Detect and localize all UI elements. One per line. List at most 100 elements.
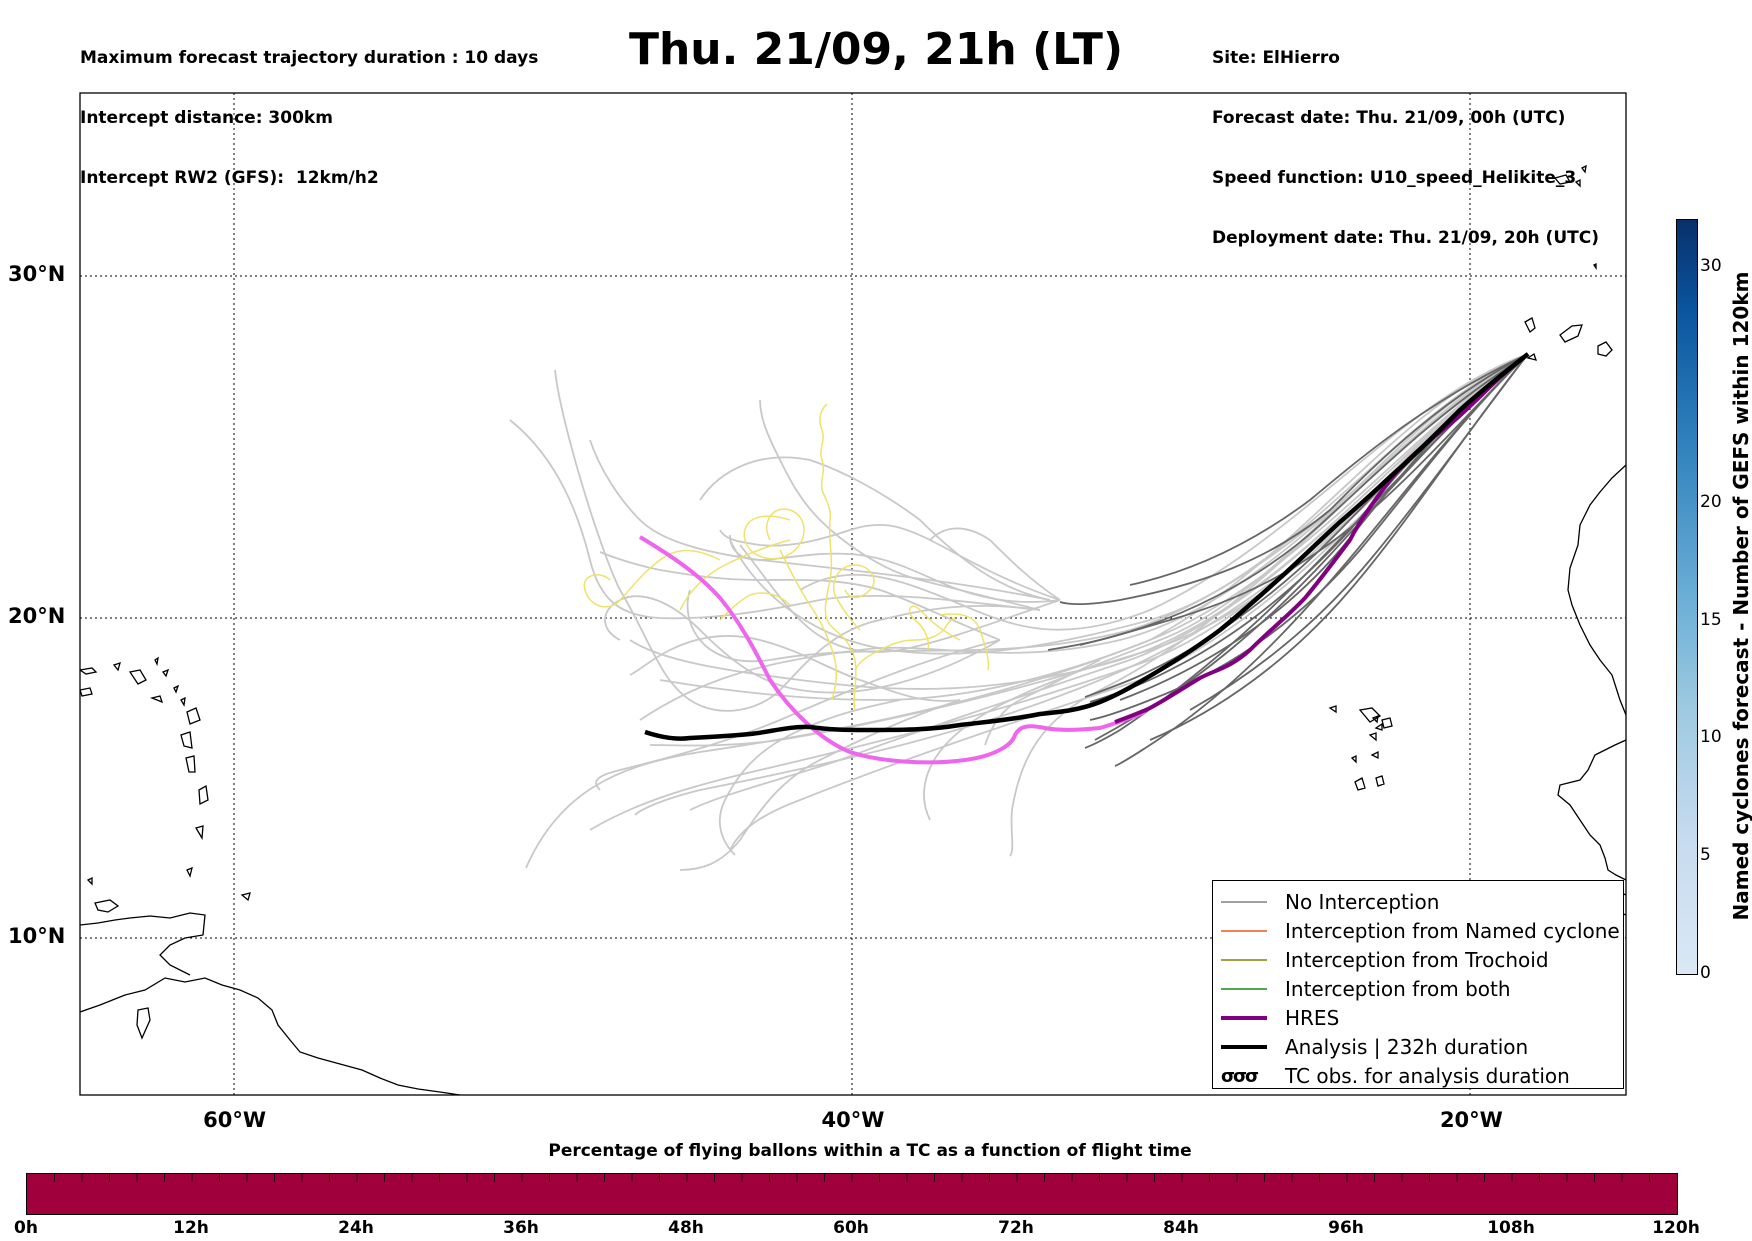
legend-swatch [1221,1016,1267,1020]
colorbar-tick: 96h [1328,1218,1364,1238]
legend-item: No Interception [1221,889,1439,915]
trajectory-light-15 [699,456,1051,601]
coast-africa [1557,464,1626,881]
cyclone-colorbar [1676,219,1698,975]
islands-virgin [80,661,164,704]
trajectory-light-13 [659,353,1529,701]
lat-label: 20°N [8,604,66,628]
trajectory-yellow-7 [719,592,791,621]
ensemble-no-interception-light [509,353,1529,871]
trajectory-light-29 [984,659,1101,746]
trajectory-yellow-0 [819,403,857,711]
colorbar-tick: 72h [998,1218,1034,1238]
lon-label: 40°W [821,1108,885,1132]
header-line: Intercept distance: 300km [80,108,333,128]
header-info-right: Site: ElHierro Forecast date: Thu. 21/09… [1212,8,1599,268]
legend-swatch [1221,1045,1267,1049]
trajectory-light-25 [729,534,1061,603]
trajectory-yellow-2 [833,564,875,631]
legend-label: Interception from both [1285,977,1511,1001]
colorbar-tick: 24h [338,1218,374,1238]
island-tobago [240,892,251,902]
legend-item: Interception from Named cyclone [1221,918,1620,944]
trajectory-yellow-4 [679,539,791,611]
legend-item: σσσ TC obs. for analysis duration [1221,1063,1570,1089]
trajectory-light-23 [719,523,1061,601]
header-info-left: Maximum forecast trajectory duration : 1… [80,8,538,208]
legend-swatch [1221,901,1267,903]
coastlines [80,164,1626,1095]
colorbar-tick: 60h [833,1218,869,1238]
islands-madeira [1553,164,1597,271]
trajectory-yellow-9 [939,613,990,671]
header-line: Site: ElHierro [1212,48,1340,68]
cyclone-colorbar-label: Named cyclones forecast - Number of GEFS… [1729,271,1752,921]
legend-item: Interception from both [1221,976,1511,1002]
header-line: Intercept RW2 (GFS): 12km/h2 [80,168,379,188]
legend-item: Interception from Trochoid [1221,947,1549,973]
legend-swatch [1221,930,1267,932]
trajectory-light-22 [599,551,1001,641]
trajectory-dark-0 [1059,353,1529,605]
trajectory-yellow-1 [854,617,956,671]
trajectory-dark-4 [1084,353,1529,749]
colorbar-tick: 0h [14,1218,38,1238]
colorbar-tick: 15 [1700,609,1722,630]
trajectory-yellow-6 [779,549,837,701]
lon-label: 20°W [1439,1108,1503,1132]
legend: No Interception Interception from Named … [1212,880,1624,1089]
header-line: Forecast date: Thu. 21/09, 00h (UTC) [1212,108,1566,128]
trajectory-light-24 [929,527,1061,601]
trajectory-dark-5 [1114,353,1529,767]
trajectory-light-9 [689,353,1529,811]
legend-label: Analysis | 232h duration [1285,1035,1529,1059]
legend-item: HRES [1221,1005,1339,1031]
colorbar-tick: 84h [1163,1218,1199,1238]
trajectory-light-6 [686,353,1529,663]
header-line: Deployment date: Thu. 21/09, 20h (UTC) [1212,228,1599,248]
legend-item: Analysis | 232h duration [1221,1034,1528,1060]
legend-label: HRES [1285,1006,1340,1030]
coast-south-america [80,977,461,1095]
colorbar-tick: 0 [1700,963,1711,983]
lat-label: 10°N [8,924,66,948]
islands-cape-verde [1328,705,1393,791]
ensemble-pink-track [638,535,1146,765]
trajectory-light-5 [629,353,1529,690]
legend-label: Interception from Trochoid [1285,948,1549,972]
lat-label: 30°N [8,262,66,286]
legend-swatch [1221,988,1267,990]
colorbar-tick: 36h [503,1218,539,1238]
trajectory-dark-8 [1079,353,1529,646]
trajectory-light-27 [629,634,961,702]
trajectory-light-0 [525,353,1529,869]
analysis-track [644,352,1530,741]
colorbar-tick: 48h [668,1218,704,1238]
trajectory-light-12 [923,353,1529,821]
header-line: Maximum forecast trajectory duration : 1… [80,48,539,68]
coast-caribbean-sa [80,912,206,976]
trajectory-light-16 [739,544,1061,653]
trajectory-yellow-8 [908,605,961,651]
trajectory-light-28 [718,699,901,856]
map-title: Thu. 21/09, 21h (LT) [628,24,1124,75]
map-frame [79,92,1627,1096]
colorbar-tick: 12h [173,1218,209,1238]
trajectory-dark-9 [1189,353,1529,711]
islands-canary [1524,317,1613,361]
ensemble-yellow-tracks [583,403,990,711]
trajectory-light-1 [589,353,1529,831]
trajectory-light-26 [679,699,961,871]
colorbar-tick: 20 [1700,491,1722,512]
coast-venezuela-islands [86,876,120,913]
colorbar-tick: 5 [1700,845,1711,866]
trajectory-light-8 [634,353,1529,816]
islands-lesser-antilles [154,656,209,878]
flight-time-colorbar-title: Percentage of flying ballons within a TC… [548,1141,1192,1161]
header-line: Speed function: U10_speed_Helikite_3 [1212,168,1577,188]
trajectory-dark-10 [1129,353,1529,586]
legend-swatch [1221,959,1267,961]
trajectory-light-18 [554,369,1041,712]
trajectory-light-10 [649,353,1529,747]
